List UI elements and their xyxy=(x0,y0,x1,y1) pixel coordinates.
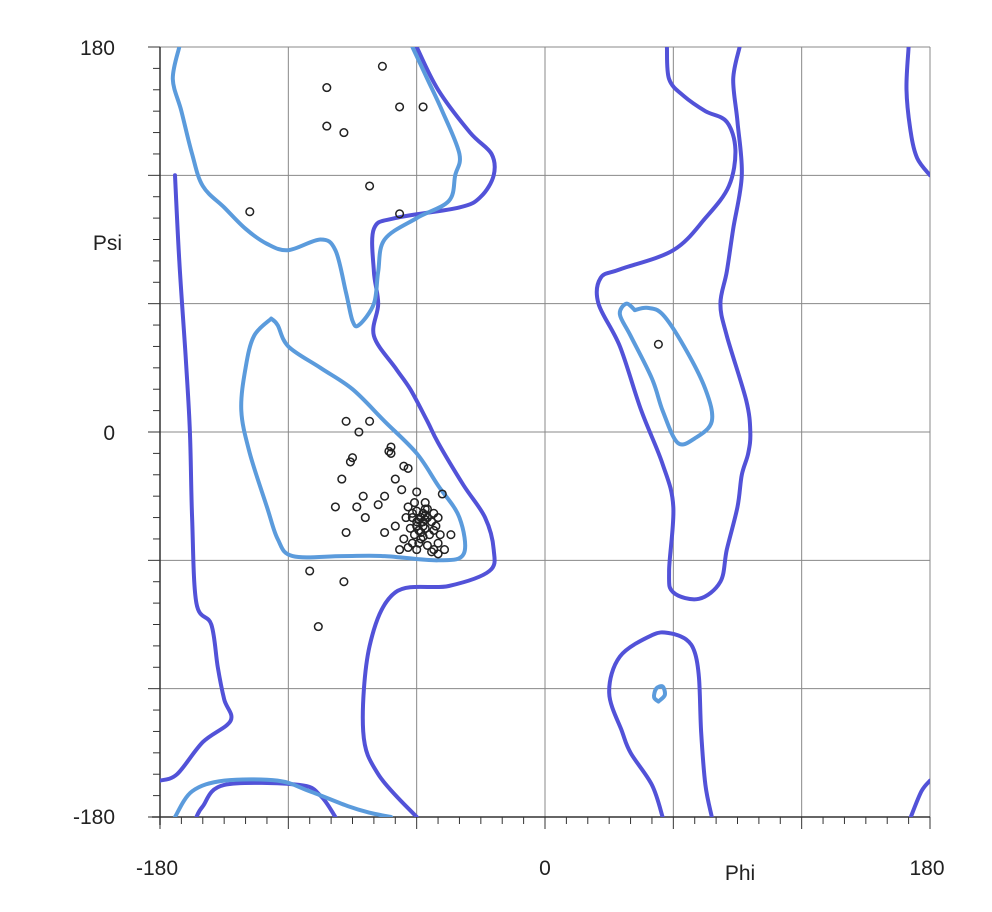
data-point xyxy=(437,489,447,499)
data-point xyxy=(386,442,396,452)
x-tick-label-right: 180 xyxy=(909,857,944,880)
data-point xyxy=(418,102,428,112)
data-point xyxy=(354,427,364,437)
data-point xyxy=(384,446,394,456)
data-point xyxy=(360,513,370,523)
data-point xyxy=(377,61,387,71)
data-point xyxy=(358,491,368,501)
data-point xyxy=(433,538,443,548)
y-axis-title: Psi xyxy=(93,232,122,255)
data-point xyxy=(435,530,445,540)
y-tick-label-top: 180 xyxy=(80,37,115,60)
data-point xyxy=(407,508,417,518)
data-point xyxy=(433,549,443,559)
data-point xyxy=(418,532,428,542)
data-point xyxy=(403,463,413,473)
data-point xyxy=(403,502,413,512)
grid xyxy=(152,46,931,825)
data-point xyxy=(380,491,390,501)
data-point xyxy=(337,474,347,484)
data-point xyxy=(433,513,443,523)
data-point xyxy=(373,500,383,510)
data-point xyxy=(446,530,456,540)
data-point xyxy=(322,83,332,93)
allowed-contour xyxy=(908,778,930,817)
y-tick-label-middle: 0 xyxy=(103,422,115,445)
data-point xyxy=(422,540,432,550)
data-point xyxy=(365,416,375,426)
data-point xyxy=(403,542,413,553)
data-point xyxy=(439,545,450,555)
data-point xyxy=(412,506,422,516)
allowed-region-contours xyxy=(160,47,930,817)
data-point xyxy=(420,498,430,508)
allowed-contour xyxy=(360,47,497,817)
data-point xyxy=(653,339,663,349)
y-tick-label-bottom: -180 xyxy=(73,806,115,829)
x-tick-label-left: -180 xyxy=(136,857,178,880)
data-point xyxy=(420,510,430,520)
data-point xyxy=(416,534,426,544)
data-point xyxy=(322,121,332,131)
data-point xyxy=(409,498,420,508)
data-point xyxy=(395,209,405,219)
data-point xyxy=(386,448,396,458)
favored-contour xyxy=(173,777,393,817)
data-point xyxy=(395,545,405,555)
allowed-contour xyxy=(904,47,930,178)
allowed-contour xyxy=(607,630,714,817)
x-tick-label-middle: 0 xyxy=(539,857,551,880)
allowed-contour xyxy=(594,47,753,602)
allowed-contour xyxy=(160,173,234,783)
favored-contour xyxy=(652,684,667,704)
data-point xyxy=(345,457,355,467)
data-point xyxy=(412,521,422,531)
data-point xyxy=(341,416,351,426)
data-point xyxy=(390,474,400,484)
data-point xyxy=(416,527,426,538)
data-point xyxy=(414,538,424,548)
favored-contour xyxy=(239,316,468,563)
data-point xyxy=(399,534,409,544)
data-point xyxy=(305,566,315,576)
data-point xyxy=(412,487,422,497)
data-point xyxy=(399,461,409,471)
data-point xyxy=(401,513,411,523)
data-point xyxy=(365,181,375,191)
allowed-contour xyxy=(194,780,338,817)
data-point xyxy=(339,128,349,138)
data-point xyxy=(339,577,349,587)
data-point xyxy=(380,527,390,538)
favored-contour xyxy=(170,47,462,329)
data-point xyxy=(341,527,351,538)
data-points xyxy=(245,61,663,632)
favored-region-contours xyxy=(170,47,715,817)
data-point xyxy=(390,521,400,531)
favored-contour xyxy=(617,301,715,447)
data-point xyxy=(395,102,405,112)
data-point xyxy=(397,485,407,495)
data-point xyxy=(431,521,441,531)
minor-ticks xyxy=(148,46,931,829)
data-point xyxy=(330,502,340,512)
data-point xyxy=(352,502,362,512)
data-point xyxy=(313,622,323,632)
data-point xyxy=(245,207,255,217)
x-axis-title: Phi xyxy=(725,862,755,885)
data-point xyxy=(416,513,426,523)
